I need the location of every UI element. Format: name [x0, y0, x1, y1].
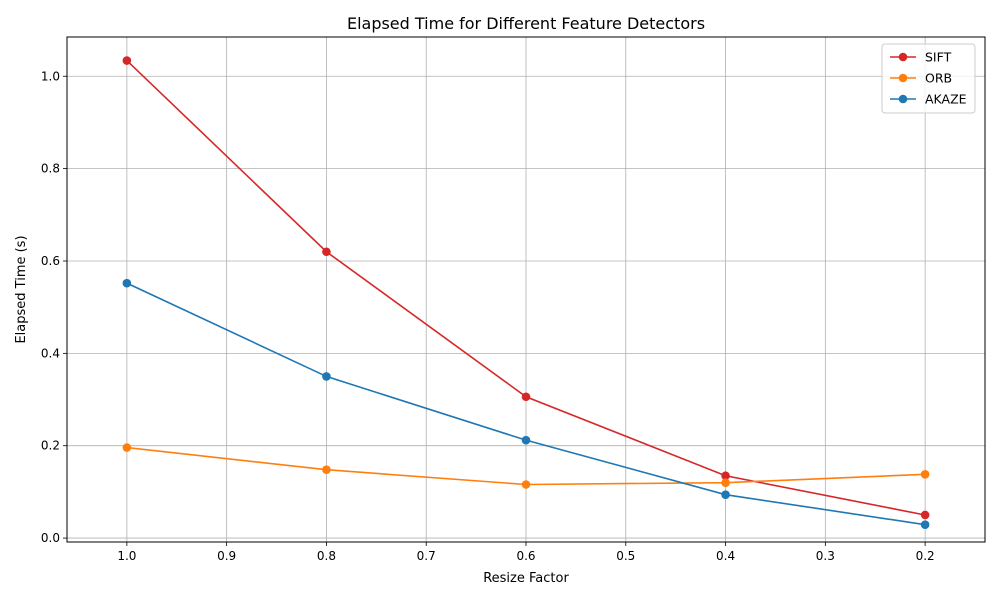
legend-label-orb: ORB	[925, 71, 952, 86]
x-tick-label: 0.8	[317, 549, 336, 563]
legend-label-akaze: AKAZE	[925, 92, 967, 107]
data-point-sift	[721, 471, 730, 481]
legend-marker-orb	[898, 73, 908, 83]
legend: SIFT ORB AKAZE	[881, 43, 976, 114]
data-point-sift	[322, 247, 331, 257]
series-sift	[122, 56, 930, 520]
y-axis-title: Elapsed Time (s)	[14, 235, 29, 343]
data-point-akaze	[721, 490, 730, 499]
grid	[67, 37, 985, 542]
legend-label-sift: SIFT	[925, 50, 952, 65]
y-tick-label: 0.2	[41, 439, 60, 453]
y-tick-label: 0.4	[41, 346, 60, 360]
chart-title: Elapsed Time for Different Feature Detec…	[347, 14, 705, 33]
x-tick-label: 0.7	[417, 549, 436, 563]
data-point-orb	[920, 470, 930, 479]
x-tick-label: 0.4	[716, 549, 735, 563]
y-tick-label: 1.0	[41, 69, 60, 83]
series-orb	[122, 443, 930, 489]
data-point-sift	[122, 56, 132, 65]
x-tick-label: 0.6	[516, 549, 535, 563]
data-point-orb	[322, 465, 331, 475]
legend-marker-sift	[898, 52, 908, 62]
x-axis-title: Resize Factor	[483, 571, 569, 586]
data-point-akaze	[322, 372, 331, 381]
x-tick-label: 1.0	[117, 549, 136, 563]
y-tick-label: 0.8	[41, 162, 60, 176]
y-tick-label: 0.6	[41, 254, 60, 268]
x-tick-label: 0.5	[616, 549, 635, 563]
series-layer	[122, 56, 930, 529]
legend-marker-akaze	[898, 94, 908, 104]
data-point-akaze	[521, 435, 531, 445]
data-point-orb	[122, 443, 132, 452]
x-tick-label: 0.2	[916, 549, 935, 563]
data-point-akaze	[122, 278, 132, 288]
data-point-orb	[721, 478, 730, 487]
x-tick-label: 0.3	[816, 549, 835, 563]
axis-ticks: 1.0 0.9 0.8 0.7 0.6 0.5 0.4 0.3 0.2 0.0 0.2 0.4 0.6 0…	[41, 69, 935, 563]
y-tick-label: 0.0	[41, 531, 60, 545]
data-point-orb	[521, 480, 531, 489]
series-akaze	[122, 278, 930, 529]
data-point-sift	[920, 510, 930, 520]
data-point-sift	[521, 392, 531, 402]
data-point-akaze	[920, 520, 930, 529]
x-tick-label: 0.9	[217, 549, 236, 563]
